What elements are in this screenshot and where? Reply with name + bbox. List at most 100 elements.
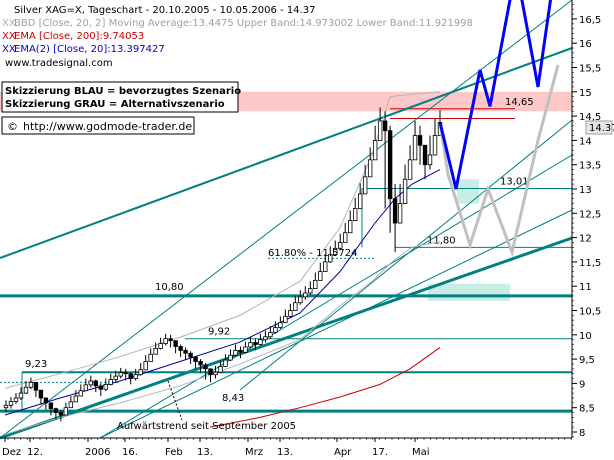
trend-line-2 — [0, 236, 573, 440]
candle-body-21 — [108, 379, 113, 385]
candle-body-83 — [417, 135, 423, 146]
candle-body-18 — [93, 380, 98, 387]
y-tick-label-6: 11 — [579, 282, 592, 293]
candle-body-47 — [238, 349, 243, 353]
candle-body-44 — [223, 359, 228, 367]
y-tick-label-8: 12 — [579, 234, 592, 245]
legend-blue-text: Skizzierung BLAU = bevorzugtes Szenario — [5, 86, 241, 97]
candle-body-53 — [268, 331, 273, 338]
candle-body-34 — [173, 340, 178, 347]
candle-body-69 — [348, 220, 353, 234]
candle-body-38 — [193, 356, 198, 362]
level-label-0: 14,65 — [505, 97, 534, 108]
trend-label: Aufwärtstrend seit September 2005 — [117, 421, 296, 432]
candle-body-6 — [33, 382, 39, 391]
candle-body-3 — [18, 392, 24, 399]
candle-body-59 — [298, 296, 303, 304]
candle-body-77 — [387, 130, 393, 200]
x-tick-label-9: 17. — [372, 447, 388, 458]
candle-body-1 — [8, 400, 14, 406]
candle-body-16 — [83, 384, 89, 392]
candle-body-52 — [263, 336, 268, 341]
trend-line-5 — [239, 119, 573, 391]
candle-body-35 — [178, 346, 183, 351]
candle-body-2 — [13, 397, 19, 402]
y-tick-label-18: 17 — [579, 0, 592, 2]
scenario-legend-box — [1, 81, 239, 113]
candle-body-4 — [23, 386, 29, 394]
candle-body-84 — [422, 144, 428, 166]
candle-body-79 — [397, 203, 403, 224]
header-prefix-ema20: XX — [2, 44, 16, 55]
candle-body-64 — [323, 261, 328, 273]
y-tick-label-5: 10,5 — [579, 307, 601, 318]
header-ema200: EMA [Close, 200]:9.74053 — [14, 31, 144, 42]
candle-body-27 — [138, 369, 143, 376]
candle-body-57 — [288, 310, 293, 317]
candle-body-32 — [163, 338, 168, 344]
candle-body-72 — [362, 176, 368, 195]
x-tick-label-8: Apr — [334, 447, 352, 458]
candle-body-41 — [208, 368, 213, 376]
y-tick-label-10: 13 — [579, 185, 592, 196]
header-source: www.tradesignal.com — [5, 58, 113, 69]
copyright-url: http://www.godmode-trader.de — [23, 120, 192, 133]
candle-body-36 — [183, 349, 188, 354]
candle-body-37 — [188, 352, 193, 358]
trend-line-1 — [0, 0, 573, 439]
candle-body-49 — [248, 342, 253, 348]
x-tick-label-2: 2006 — [85, 447, 110, 458]
axes-layer: 8 8,5 9 9,5 10 10,5 11 11,5 12 12,5 13 13,5 14 14,5 15… — [0, 0, 601, 458]
candle-body-81 — [407, 159, 413, 180]
candle-body-63 — [318, 271, 323, 281]
level-label-1: 13,01 — [500, 177, 529, 188]
candle-body-61 — [308, 288, 313, 294]
x-tick-label-4: Feb — [165, 447, 183, 458]
y-tick-label-16: 16 — [579, 39, 592, 50]
candle-body-54 — [273, 327, 278, 333]
header-ema20: EMA(2) [Close, 20]:13.397427 — [14, 44, 165, 55]
y-tick-label-7: 11,5 — [579, 258, 601, 269]
y-tick-label-9: 12,5 — [579, 209, 601, 220]
x-tick-label-10: Mai — [412, 447, 430, 458]
candle-body-30 — [153, 348, 158, 355]
current-price-label: 14.37 — [589, 123, 614, 134]
level-label-6: 8,43 — [222, 393, 244, 404]
candle-body-67 — [338, 242, 343, 249]
support-zone-upper — [457, 179, 479, 204]
level-label-2: 11,80 — [427, 235, 456, 246]
header-prefix-bbd: XX — [2, 18, 16, 29]
candle-body-42 — [213, 371, 218, 376]
level-label-3: 10,80 — [155, 282, 184, 293]
copyright-box — [1, 116, 195, 135]
y-tick-label-12: 14 — [579, 136, 592, 147]
level-label-5: 9,23 — [25, 359, 47, 370]
header-title: Silver XAG=X, Tageschart - 20.10.2005 - … — [14, 5, 315, 16]
candle-body-22 — [113, 375, 118, 380]
candle-body-55 — [278, 322, 283, 328]
candle-body-51 — [258, 339, 263, 345]
candle-body-68 — [343, 232, 348, 243]
y-tick-label-11: 13,5 — [579, 161, 601, 172]
candle-body-40 — [203, 364, 208, 370]
bollinger-lower-line — [4, 240, 441, 435]
copyright-icon: © — [7, 120, 18, 133]
candle-body-15 — [78, 390, 84, 397]
x-tick-label-3: 16. — [122, 447, 138, 458]
candle-body-25 — [128, 373, 133, 379]
scenarios-layer — [438, 0, 560, 258]
candle-body-20 — [103, 383, 108, 390]
scenario-blue-line — [438, 0, 553, 190]
candle-body-0 — [3, 404, 9, 409]
trend-callout-line — [167, 380, 183, 421]
candle-body-62 — [313, 279, 318, 290]
candle-body-48 — [243, 346, 248, 353]
candle-body-65 — [328, 254, 333, 263]
y-tick-label-15: 15,5 — [579, 64, 601, 75]
trend-line-3 — [99, 209, 573, 439]
candle-body-43 — [218, 365, 223, 373]
candle-body-70 — [352, 208, 358, 221]
candle-body-50 — [253, 342, 258, 345]
x-tick-label-0: Dez — [2, 447, 21, 458]
x-tick-label-5: 13. — [197, 447, 213, 458]
